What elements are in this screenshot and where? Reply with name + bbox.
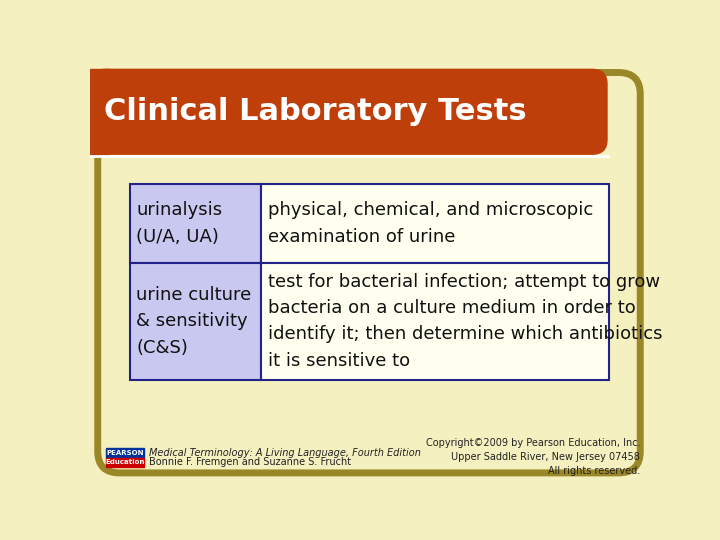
Bar xyxy=(261,262,609,380)
Bar xyxy=(106,448,144,457)
Text: Bonnie F. Fremgen and Suzanne S. Frucht: Bonnie F. Fremgen and Suzanne S. Frucht xyxy=(149,457,351,467)
Bar xyxy=(130,262,261,380)
Text: Medical Terminology: A Living Language, Fourth Edition: Medical Terminology: A Living Language, … xyxy=(149,448,420,458)
Text: PEARSON: PEARSON xyxy=(106,450,143,456)
FancyBboxPatch shape xyxy=(90,69,608,155)
Text: urine culture
& sensitivity
(C&S): urine culture & sensitivity (C&S) xyxy=(137,286,252,356)
FancyBboxPatch shape xyxy=(98,72,640,473)
Text: Education: Education xyxy=(105,459,145,465)
Text: physical, chemical, and microscopic
examination of urine: physical, chemical, and microscopic exam… xyxy=(269,201,593,246)
Text: test for bacterial infection; attempt to grow
bacteria on a culture medium in or: test for bacterial infection; attempt to… xyxy=(269,273,662,370)
Bar xyxy=(130,184,261,262)
Bar xyxy=(90,69,109,155)
Bar xyxy=(261,184,609,262)
Text: urinalysis
(U/A, UA): urinalysis (U/A, UA) xyxy=(137,201,222,246)
Text: Clinical Laboratory Tests: Clinical Laboratory Tests xyxy=(104,97,526,126)
Text: Copyright©2009 by Pearson Education, Inc.
Upper Saddle River, New Jersey 07458
A: Copyright©2009 by Pearson Education, Inc… xyxy=(426,438,640,476)
Bar xyxy=(106,457,144,467)
